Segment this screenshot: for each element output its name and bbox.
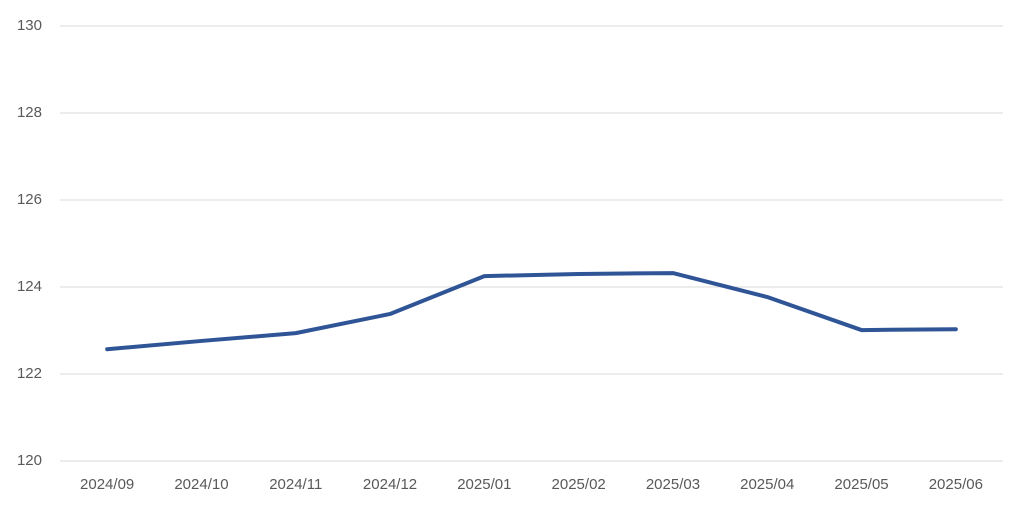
x-tick-label: 2025/05 [834,476,888,493]
x-tick-label: 2024/10 [174,476,228,493]
data-line [105,271,958,352]
y-tick-label: 124 [17,278,42,295]
x-tick-label: 2024/12 [363,476,417,493]
x-tick-label: 2025/01 [457,476,511,493]
x-tick-label: 2024/09 [80,476,134,493]
x-tick-label: 2025/02 [552,476,606,493]
x-tick-label: 2025/06 [929,476,983,493]
y-tick-label: 130 [17,17,42,34]
y-tick-label: 120 [17,452,42,469]
y-tick-label: 122 [17,365,42,382]
x-tick-label: 2024/11 [269,476,322,493]
y-tick-label: 126 [17,191,42,208]
x-tick-label: 2025/03 [646,476,700,493]
y-tick-label: 128 [17,104,42,121]
x-tick-label: 2025/04 [740,476,794,493]
